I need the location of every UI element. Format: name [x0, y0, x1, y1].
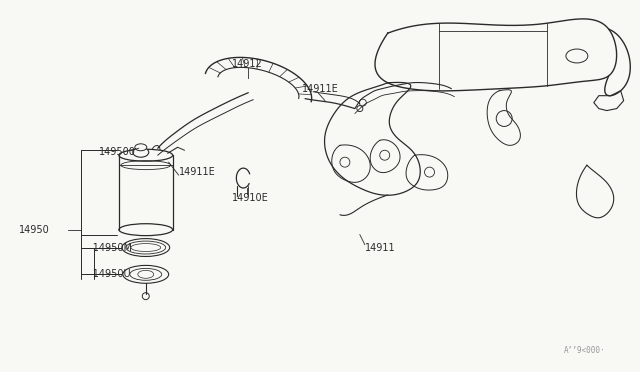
Text: 14911: 14911 [365, 243, 396, 253]
Ellipse shape [119, 224, 173, 235]
Text: A’’9<000·: A’’9<000· [564, 346, 605, 355]
Ellipse shape [138, 270, 154, 278]
Ellipse shape [135, 144, 147, 151]
Text: —14950M: —14950M [83, 243, 132, 253]
Ellipse shape [119, 149, 173, 161]
Text: 149500: 149500 [99, 147, 136, 157]
Text: 14911E: 14911E [179, 167, 216, 177]
Text: 14910E: 14910E [232, 193, 269, 203]
Ellipse shape [133, 147, 148, 157]
Ellipse shape [123, 265, 169, 283]
Circle shape [357, 106, 363, 112]
Text: 14911E: 14911E [302, 84, 339, 94]
Text: 14950: 14950 [19, 225, 50, 235]
Ellipse shape [152, 145, 160, 157]
Text: 14912: 14912 [232, 59, 263, 69]
Text: —14950U: —14950U [83, 269, 131, 279]
Circle shape [142, 293, 149, 299]
Ellipse shape [122, 238, 170, 256]
